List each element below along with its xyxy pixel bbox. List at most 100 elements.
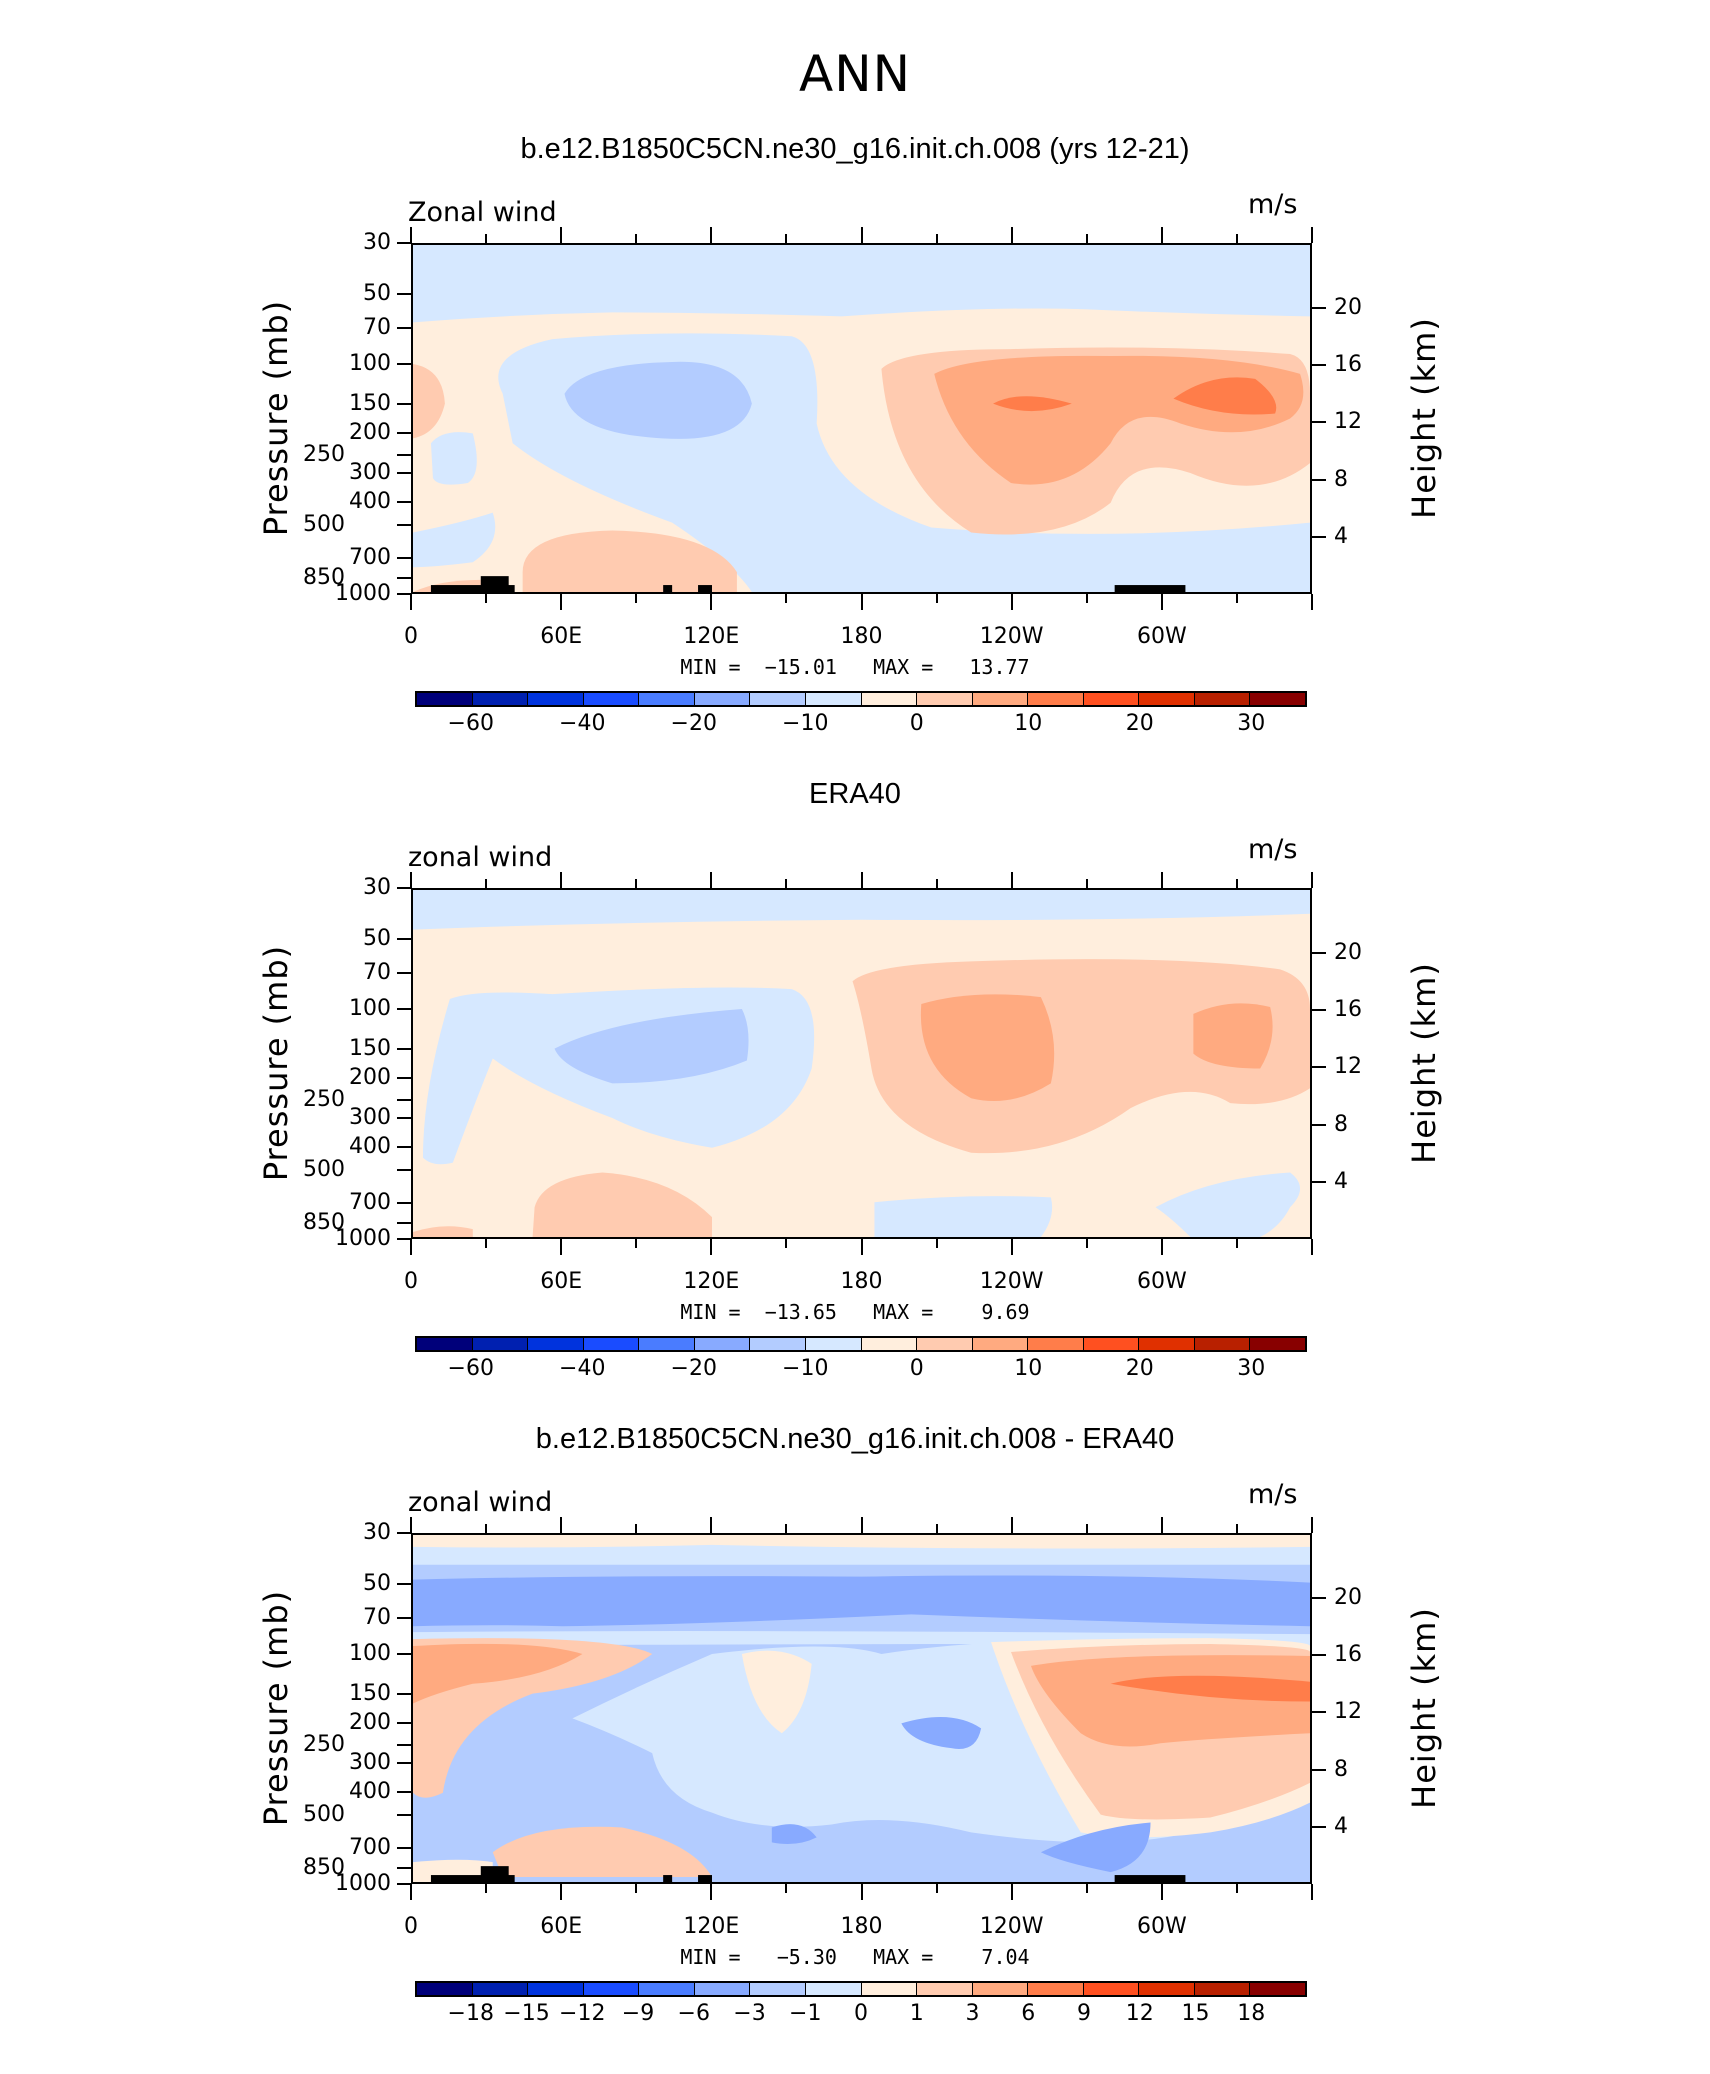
x-tick-top: [635, 879, 638, 888]
x-tick-label: 120W: [979, 1914, 1044, 1939]
y2-tick-label: 4: [1334, 523, 1348, 549]
colorbar-box: [528, 693, 584, 705]
contour-svg: [413, 890, 1310, 1237]
y2-axis-label: Height (km): [1405, 962, 1443, 1164]
units-label: m/s: [1248, 189, 1298, 220]
y-tick: [397, 1146, 411, 1149]
y2-tick-label: 16: [1334, 352, 1362, 378]
x-tick-bottom: [710, 594, 713, 610]
topography-andes: [1114, 1875, 1186, 1882]
x-tick-top: [935, 234, 938, 243]
colorbar-box: [1083, 693, 1140, 705]
x-tick-bottom: [1311, 1239, 1313, 1255]
y-tick-label: 50: [363, 926, 391, 952]
y-tick: [397, 293, 411, 296]
x-tick-top: [410, 227, 412, 243]
colorbar-box: [972, 1983, 1029, 1995]
y-tick: [397, 1007, 411, 1010]
contour-pos-low-left: [413, 1226, 473, 1237]
x-tick-top: [710, 1517, 713, 1533]
variable-label: zonal wind: [408, 1487, 553, 1518]
variable-label: Zonal wind: [408, 197, 557, 228]
colorbar-label: −60: [447, 711, 494, 736]
colorbar-box: [1194, 1338, 1251, 1350]
x-tick-bottom: [1085, 1884, 1088, 1893]
colorbar-box: [472, 1983, 529, 1995]
y-tick-label: 1000: [335, 581, 391, 606]
y-tick: [397, 887, 411, 889]
colorbar-label: −20: [670, 1356, 717, 1381]
colorbar-label: 12: [1125, 2001, 1154, 2026]
y-tick: [397, 1117, 411, 1120]
max-text: MAX = 9.69: [873, 1300, 1030, 1324]
colorbar-box: [528, 1338, 584, 1350]
y-tick: [397, 1168, 411, 1171]
y2-tick: [1312, 421, 1326, 424]
y-tick: [397, 1721, 411, 1724]
colorbar-label: −1: [789, 2001, 822, 2026]
y2-tick-label: 16: [1334, 1642, 1362, 1668]
colorbar-label: 30: [1237, 711, 1266, 736]
colorbar-box: [472, 693, 529, 705]
colorbar-box: [750, 693, 806, 705]
x-tick-bottom: [710, 1884, 713, 1900]
min-text: MIN = −15.01: [680, 655, 837, 679]
y2-tick-label: 8: [1334, 1111, 1348, 1137]
topography-asia-2: [698, 585, 712, 592]
colorbar-label: 0: [909, 711, 924, 736]
panel-obs: ERA40 zonal wind m/s 30 50 70 100 150 200 250 3…: [0, 738, 1710, 1388]
colorbar-label: 9: [1077, 2001, 1091, 2026]
y2-tick-label: 12: [1334, 409, 1362, 435]
y2-axis-label: Height (km): [1405, 1607, 1443, 1809]
x-tick-label: 60E: [540, 1914, 583, 1939]
x-tick-label: 0: [404, 1914, 418, 1939]
x-tick-top: [785, 879, 788, 888]
y-tick-label: 70: [363, 1604, 391, 1630]
x-tick-top: [485, 879, 488, 888]
x-tick-bottom: [410, 594, 412, 610]
x-tick-bottom: [410, 1239, 412, 1255]
panel-model: b.e12.B1850C5CN.ne30_g16.init.ch.008 (yr…: [0, 93, 1710, 743]
x-tick-bottom: [635, 594, 638, 603]
x-tick-label: 180: [840, 1269, 883, 1294]
y2-axis-label: Height (km): [1405, 317, 1443, 519]
panel-title: ERA40: [809, 778, 901, 810]
y-tick-label: 850: [303, 1209, 345, 1235]
y-tick-label: 200: [349, 419, 391, 445]
colorbar-box: [917, 1983, 973, 1995]
colorbar-box: [1083, 1983, 1140, 1995]
y2-tick-label: 20: [1334, 295, 1362, 320]
y2-tick: [1312, 1123, 1326, 1126]
contour-plot: [411, 1533, 1312, 1884]
colorbar-box: [1194, 693, 1251, 705]
contour-pos-10-east: [1193, 1003, 1273, 1069]
colorbar-box: [917, 1338, 973, 1350]
colorbar-box: [417, 1338, 473, 1350]
colorbar-label: 20: [1125, 1356, 1154, 1381]
y-tick-label: 30: [363, 875, 391, 900]
x-tick-bottom: [410, 1884, 412, 1900]
contour-svg: [413, 1535, 1310, 1882]
colorbar-box: [639, 1983, 695, 1995]
x-tick-bottom: [635, 1884, 638, 1893]
contour-pos-left-edge: [413, 363, 445, 439]
y-tick: [397, 472, 411, 475]
colorbar-label: 0: [909, 1356, 924, 1381]
y-tick-label: 300: [349, 460, 391, 486]
y2-tick: [1312, 1768, 1326, 1771]
x-tick-top: [710, 872, 713, 888]
colorbar-label: −20: [670, 711, 717, 736]
x-tick-bottom: [935, 594, 938, 603]
x-tick-top: [1160, 872, 1163, 888]
min-max-text: MIN = −5.30 MAX = 7.04: [0, 1945, 1710, 1969]
x-tick-top: [1085, 879, 1088, 888]
colorbar-box: [1028, 1983, 1084, 1995]
colorbar-label: 20: [1125, 711, 1154, 736]
x-tick-top: [1311, 227, 1313, 243]
y-tick-label: 400: [349, 1134, 391, 1160]
panel-title: b.e12.B1850C5CN.ne30_g16.init.ch.008 - E…: [535, 1423, 1175, 1455]
x-tick-bottom: [485, 1884, 488, 1893]
x-tick-bottom: [785, 1239, 788, 1248]
x-tick-label: 120E: [683, 624, 740, 649]
